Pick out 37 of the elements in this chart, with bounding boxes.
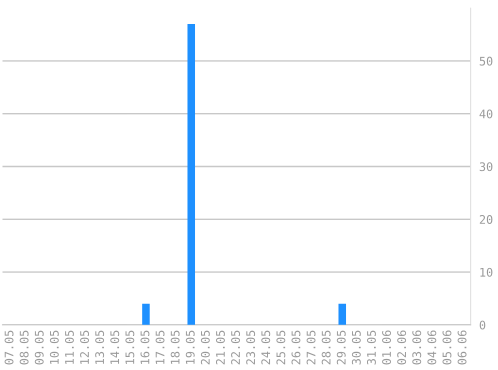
y-tick-label: 0 [480,320,486,330]
x-tick-label: 20.05 [200,330,210,364]
x-tick-label: 18.05 [170,330,180,364]
x-tick-label: 30.05 [352,330,361,364]
y-tick-label: 40 [480,109,492,118]
x-tick-label: 11.05 [64,330,74,364]
x-tick-label: 01.06 [382,330,392,364]
x-tick-label: 02.06 [397,330,406,364]
y-tick-label: 30 [480,162,492,172]
y-tick-label: 20 [480,215,492,224]
y-tick-label: 10 [480,268,492,277]
x-tick-label: 10.05 [50,330,59,364]
x-tick-label: 04.06 [427,330,436,364]
x-tick-label: 29.05 [336,330,346,364]
x-tick-label: 07.05 [4,330,14,364]
x-tick-label: 09.05 [34,330,44,364]
x-tick-label: 08.05 [20,330,29,364]
x-tick-label: 12.05 [80,330,89,364]
x-tick-label: 27.05 [306,330,316,364]
x-tick-label: 28.05 [322,330,331,364]
x-tick-label: 03.06 [412,330,422,364]
x-tick-label: 26.05 [291,330,300,364]
x-tick-label: 22.05 [231,330,240,364]
x-tick-label: 15.05 [125,330,134,364]
y-tick-label: 50 [480,56,492,66]
x-tick-label: 23.05 [246,330,256,364]
x-tick-label: 19.05 [186,330,195,364]
x-tick-label: 16.05 [140,330,150,364]
x-tick-label: 06.06 [458,330,467,364]
x-tick-label: 14.05 [110,330,120,364]
x-tick-label: 21.05 [216,330,225,364]
x-tick-label: 05.06 [442,330,452,364]
x-tick-label: 25.05 [276,330,286,364]
x-tick-label: 13.05 [95,330,104,364]
x-tick-label: 24.05 [261,330,270,364]
x-tick-label: 31.05 [366,330,376,364]
x-tick-label: 17.05 [156,330,165,364]
